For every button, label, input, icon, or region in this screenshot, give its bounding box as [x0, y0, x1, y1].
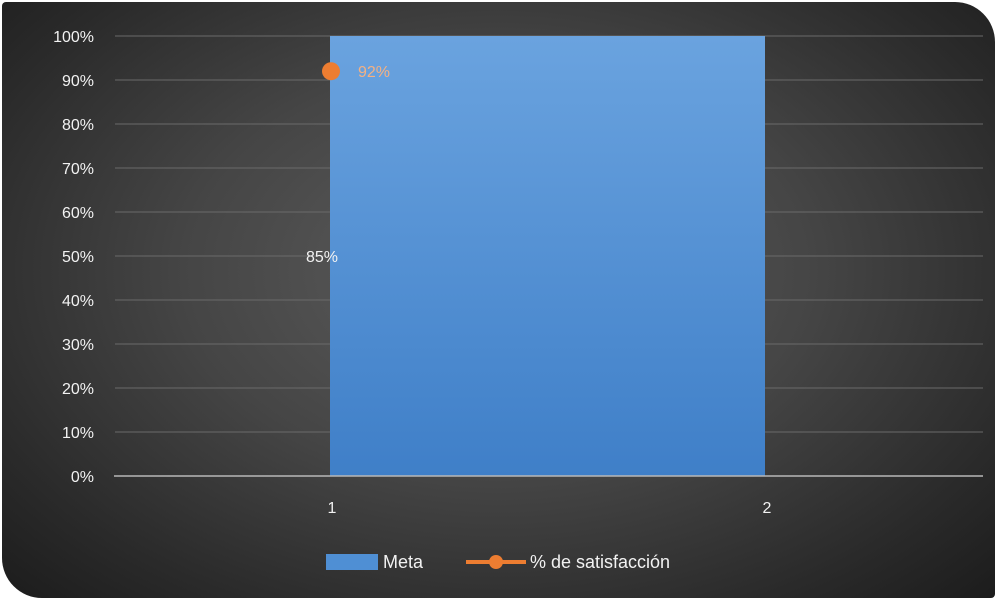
- y-tick-label: 90%: [62, 73, 94, 90]
- y-tick-label: 40%: [62, 293, 94, 310]
- satisfaccion-point: [322, 62, 340, 81]
- y-tick-label: 10%: [62, 425, 94, 442]
- y-tick-label: 20%: [62, 381, 94, 398]
- meta-data-label: 85%: [306, 249, 338, 266]
- line-series: [322, 62, 340, 81]
- bar-meta: [330, 36, 765, 476]
- x-tick-label: 1: [328, 500, 337, 517]
- legend-swatch-meta: [326, 554, 378, 570]
- y-tick-label: 50%: [62, 249, 94, 266]
- y-tick-label: 60%: [62, 205, 94, 222]
- data-labels: 92% 85%: [306, 64, 390, 266]
- legend: Meta % de satisfacción: [326, 552, 670, 572]
- legend-label-satisfaccion: % de satisfacción: [530, 552, 670, 572]
- y-axis-tick-labels: 0% 10% 20% 30% 40% 50% 60% 70% 80% 90% 100%: [53, 29, 94, 486]
- y-tick-label: 100%: [53, 29, 94, 46]
- y-tick-label: 70%: [62, 161, 94, 178]
- x-tick-label: 2: [763, 500, 772, 517]
- y-tick-label: 0%: [71, 469, 94, 486]
- y-tick-label: 80%: [62, 117, 94, 134]
- bar-series: [330, 36, 765, 476]
- satisfaccion-data-label: 92%: [358, 64, 390, 81]
- legend-marker-satisfaccion: [489, 555, 503, 569]
- y-tick-label: 30%: [62, 337, 94, 354]
- legend-label-meta: Meta: [383, 552, 424, 572]
